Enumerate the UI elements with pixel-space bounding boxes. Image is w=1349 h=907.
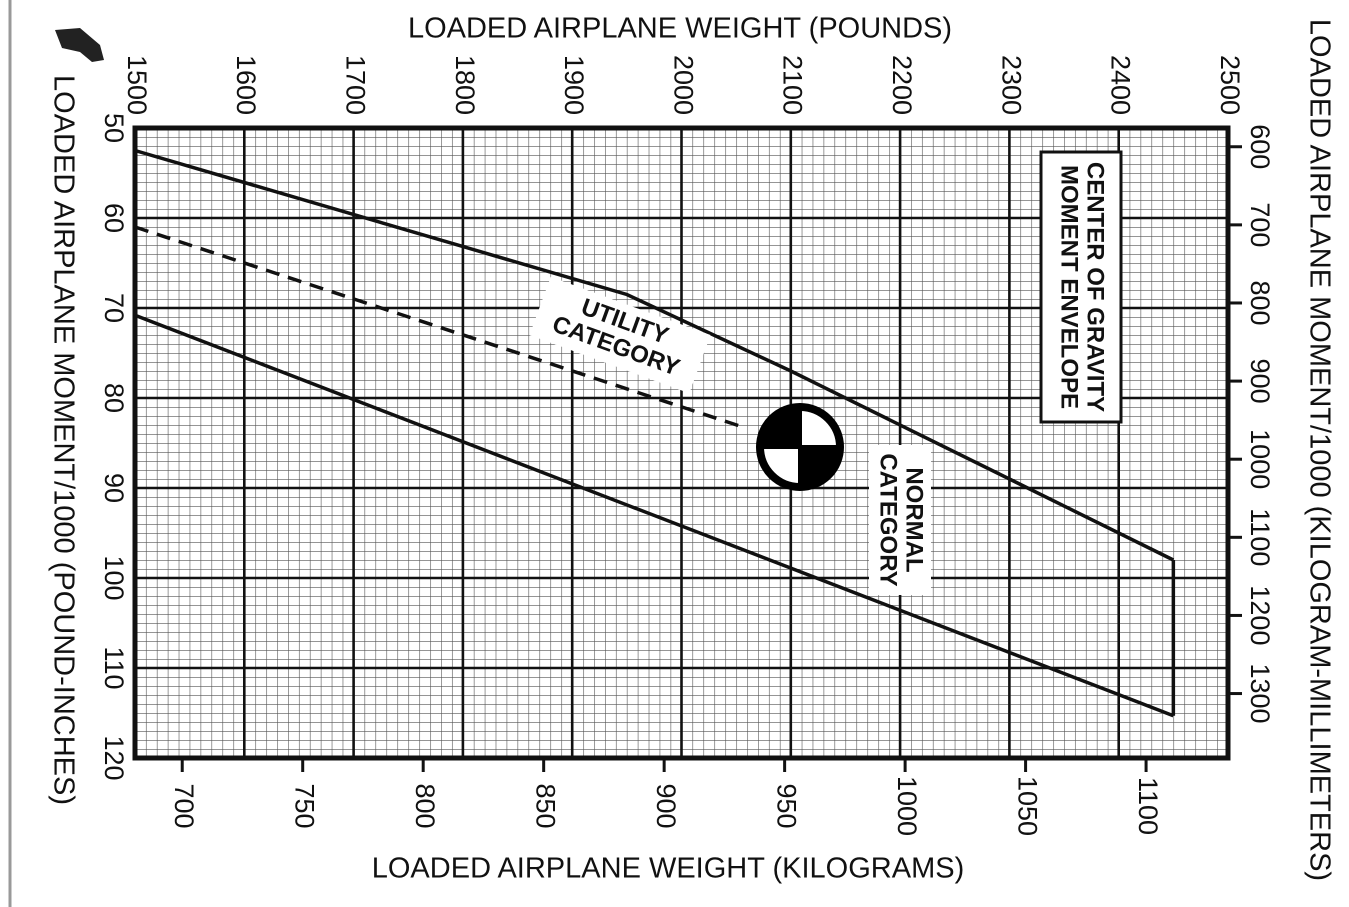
y-tick-label: 80: [99, 383, 129, 413]
y2-tick-label: 800: [1245, 280, 1275, 325]
annotation-text: NORMAL: [901, 467, 928, 572]
y-tick-label: 100: [99, 555, 129, 600]
y2-tick-label: 600: [1245, 124, 1275, 169]
cg-symbol: [756, 403, 844, 491]
x-tick-label: 2100: [778, 55, 808, 115]
plot-border: [132, 125, 1231, 761]
annotation-box: [529, 276, 711, 394]
x-axis-title: LOADED AIRPLANE WEIGHT (POUNDS): [408, 13, 952, 45]
x2-tick-label: 750: [290, 783, 320, 828]
y-tick-label: 50: [99, 113, 129, 143]
plot: 1500 1600 1700 1800 1900 2000 2100 2200 2300 2400…: [47, 13, 1335, 885]
x-tick-label: 2300: [996, 55, 1026, 115]
x2-axis-title: LOADED AIRPLANE WEIGHT (KILOGRAMS): [372, 853, 964, 885]
cg-quadrant: [760, 407, 800, 447]
x-tick-label: 2200: [887, 55, 917, 115]
x2-tick-label: 1050: [1012, 776, 1042, 836]
y2-axis-title: LOADED AIRPLANE MOMENT/1000 (KILOGRAM-MI…: [1303, 19, 1335, 881]
x-tick-label: 1600: [231, 55, 261, 115]
x2-tick-label: 800: [410, 783, 440, 828]
x-tick-label: 1500: [122, 55, 152, 115]
annotation-text: CATEGORY: [875, 453, 902, 586]
cg-quadrant: [800, 447, 840, 487]
x2-tick-label: 900: [651, 783, 681, 828]
y-tick-label: 110: [99, 646, 129, 689]
envelope-line: [134, 313, 1174, 718]
x-tick-label: 1800: [450, 55, 480, 115]
y2-tick-label: 1300: [1245, 664, 1275, 724]
y2-tick-label: 900: [1245, 359, 1275, 404]
x-tick-label: 1900: [559, 55, 589, 115]
x-tick-label: 2000: [668, 55, 698, 115]
envelope-line: [134, 225, 746, 430]
pointer-icon: [55, 28, 104, 62]
x2-tick-label: 1100: [1133, 777, 1163, 835]
y-tick-label: 60: [99, 203, 129, 233]
x2-tick-label: 1000: [892, 776, 922, 836]
y-tick-label: 70: [99, 293, 129, 323]
x-tick-label: 2500: [1215, 55, 1245, 115]
x-tick-label: 1700: [340, 55, 370, 115]
x2-tick-label: 850: [531, 783, 561, 828]
y2-tick-label: 1000: [1245, 429, 1275, 489]
annotation-box: [1039, 150, 1123, 424]
y-tick-label: 90: [99, 473, 129, 503]
annotation-text: MOMENT ENVELOPE: [1056, 165, 1083, 409]
y-axis-title: LOADED AIRPLANE MOMENT/1000 (POUND-INCHE…: [47, 75, 79, 805]
y-tick-label: 120: [99, 735, 129, 780]
envelope-line: [134, 148, 1175, 562]
x-tick-label: 2400: [1106, 55, 1136, 115]
y2-tick-label: 1200: [1245, 585, 1275, 645]
annotation-text: CENTER OF GRAVITY: [1082, 162, 1109, 412]
y2-tick-label: 700: [1245, 202, 1275, 247]
annotation-box: [869, 445, 931, 595]
y2-tick-label: 1100: [1245, 508, 1275, 566]
x2-tick-label: 950: [772, 783, 802, 828]
x2-tick-label: 700: [169, 783, 199, 828]
